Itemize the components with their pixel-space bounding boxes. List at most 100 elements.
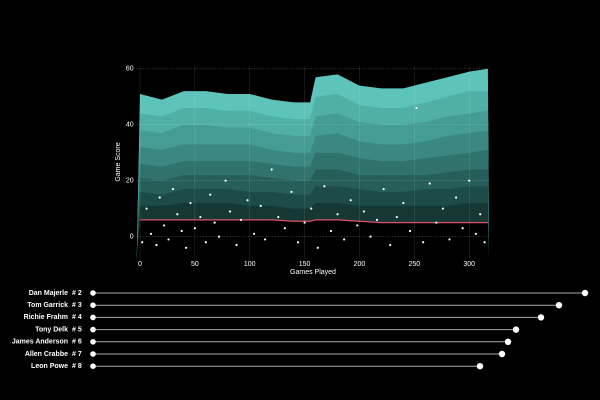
scatter-point: [369, 235, 372, 238]
scatter-point: [180, 229, 183, 233]
scatter-point: [389, 243, 392, 247]
scatter-point: [343, 238, 346, 241]
scatter-point: [356, 224, 359, 227]
scatter-point: [474, 232, 477, 235]
scatter-point: [217, 235, 221, 238]
scatter-point: [448, 238, 451, 241]
x-tick-label: 50: [191, 261, 199, 268]
scatter-point: [163, 224, 166, 227]
player-name: James Anderson: [12, 339, 68, 346]
scatter-point: [483, 241, 486, 244]
scatter-point: [145, 207, 148, 210]
scatter-point: [336, 213, 339, 216]
player-name: Tony Delk: [35, 326, 68, 333]
player-number: # 7: [72, 351, 82, 358]
scatter-point: [310, 207, 313, 210]
scatter-point: [435, 221, 438, 224]
scatter-point: [375, 218, 379, 221]
lollipop-head: [555, 302, 563, 309]
player-number: # 3: [72, 302, 82, 309]
scatter-point: [184, 246, 188, 249]
player-name: Allen Crabbe: [25, 351, 68, 358]
scatter-point: [199, 215, 202, 219]
scatter-point: [270, 168, 273, 171]
player-number: # 5: [72, 326, 82, 333]
x-tick-label: 200: [354, 261, 366, 268]
lollipop-start: [90, 339, 96, 345]
x-tick-label: 150: [299, 261, 311, 268]
scatter-point: [395, 215, 398, 219]
y-axis-label: Game Score: [115, 142, 122, 181]
y-tick-label: 20: [126, 178, 134, 185]
scatter-point: [209, 193, 212, 196]
x-tick-label: 300: [463, 261, 475, 268]
lollipop-start: [90, 302, 96, 309]
lollipop-head: [504, 338, 512, 345]
plot-area: [136, 66, 489, 259]
scatter-point: [303, 221, 306, 224]
player-name: Leon Powe: [31, 363, 68, 370]
scatter-point: [264, 238, 267, 241]
lollipop-start: [90, 351, 96, 357]
player-number: # 8: [72, 363, 82, 370]
scatter-point: [171, 187, 175, 191]
x-tick-label: 0: [138, 261, 142, 268]
scatter-point: [422, 241, 425, 244]
scatter-point: [461, 227, 464, 230]
scatter-point: [189, 201, 192, 205]
scatter-point: [283, 227, 286, 230]
line: [139, 219, 488, 224]
scatter-point: [239, 218, 243, 221]
scatter-point: [176, 213, 179, 216]
y-tick-label: 60: [126, 66, 134, 73]
lollipop-head: [476, 363, 484, 370]
scatter-point: [155, 243, 158, 247]
player-number: # 6: [72, 339, 82, 346]
scatter-point: [224, 179, 227, 182]
lollipop-start: [90, 314, 96, 321]
scatter-point: [479, 213, 482, 216]
scatter-point: [259, 204, 262, 207]
scatter-point: [362, 210, 365, 213]
scatter-point: [402, 201, 405, 205]
scatter-point: [329, 229, 333, 233]
x-tick-label: 250: [409, 261, 421, 268]
lollipop-start: [90, 326, 96, 333]
scatter-point: [228, 210, 232, 213]
scatter-point: [235, 243, 238, 247]
scatter-point: [253, 232, 256, 235]
y-tick-label: 40: [126, 122, 134, 129]
scatter-point: [428, 182, 431, 185]
scatter-point: [382, 187, 385, 191]
scatter-point: [408, 229, 412, 233]
scatter-point: [167, 238, 170, 241]
y-tick-label: 0: [130, 233, 134, 240]
scatter-point: [149, 232, 153, 235]
scatter-point: [415, 106, 418, 110]
player-number: # 2: [72, 290, 82, 297]
scatter-point: [316, 246, 319, 249]
lollipop-head: [498, 350, 506, 358]
scatter-point: [277, 215, 280, 219]
x-tick-label: 100: [244, 261, 256, 268]
scatter-point: [204, 241, 207, 244]
player-name: Dan Majerle: [29, 290, 68, 297]
scatter-point: [349, 199, 352, 202]
player-name: Tom Garrick: [27, 302, 68, 309]
scatter-point: [141, 241, 144, 244]
player-number: # 4: [72, 314, 82, 321]
player-name: Richie Frahm: [24, 314, 68, 321]
scatter-point: [454, 196, 458, 199]
lollipop-start: [90, 363, 96, 370]
scatter-point: [323, 185, 326, 188]
floor-area: [136, 219, 489, 259]
scatter-point: [441, 207, 445, 210]
scatter-point: [213, 221, 216, 224]
scatter-point: [246, 199, 249, 202]
x-axis-label: Games Played: [290, 269, 336, 276]
scatter-point: [193, 227, 196, 230]
lollipop-head: [581, 289, 589, 297]
overlay: 0 20 40 60 0 50 100 150 200 250 300: [126, 66, 489, 268]
scatter-point: [158, 196, 161, 199]
